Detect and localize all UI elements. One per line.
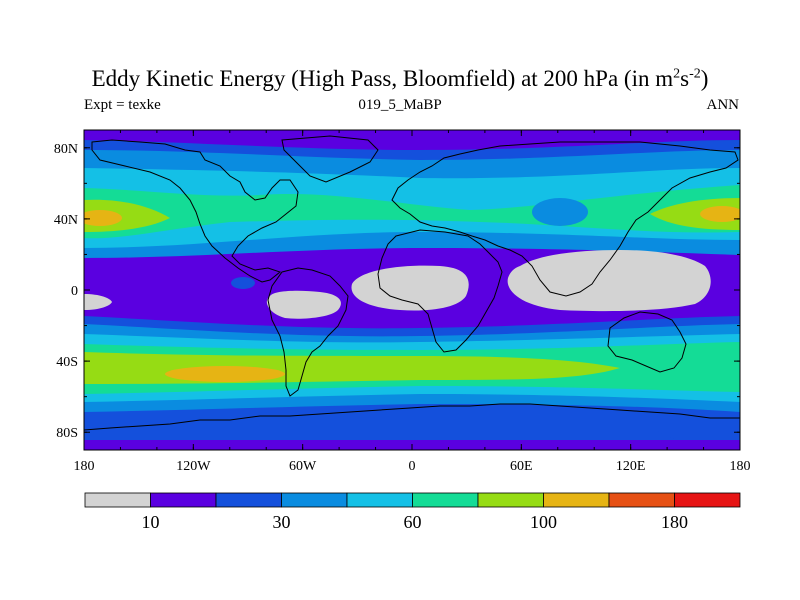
lon-label: 120W [176, 459, 211, 474]
colorbar-swatch [412, 492, 479, 508]
lon-label: 60W [289, 459, 317, 474]
colorbar-swatch [281, 492, 348, 508]
colorbar-swatch [346, 492, 413, 508]
lon-label: 180 [730, 459, 751, 474]
colorbar-swatch [477, 492, 544, 508]
colorbar-label: 30 [273, 512, 291, 532]
colorbar: 10 30 60 100 180 [84, 492, 741, 532]
colorbar-swatch [150, 492, 217, 508]
lat-label: 40N [54, 213, 78, 228]
coastline-africa [377, 229, 503, 353]
colorbar-swatch [608, 492, 675, 508]
colorbar-swatch [215, 492, 282, 508]
colorbar-label: 180 [661, 512, 688, 532]
colorbar-swatch [84, 492, 151, 508]
colorbar-swatch [543, 492, 610, 508]
season-label: ANN [706, 97, 740, 113]
lat-label: 80S [56, 426, 78, 441]
coastline-south-america [267, 267, 349, 397]
coastline-north-america [91, 139, 299, 283]
lon-label: 180 [74, 459, 95, 474]
experiment-label: Expt = texke [84, 97, 161, 113]
coastline-greenland [281, 135, 379, 183]
coastlines [84, 135, 740, 431]
map-axes: 80N 40N 0 40S 80S 180 120W 60W 0 60E 120E 180 [54, 130, 751, 474]
plot-title: Eddy Kinetic Energy (High Pass, Bloomfie… [91, 66, 709, 91]
lon-label: 0 [409, 459, 416, 474]
colorbar-label: 100 [530, 512, 557, 532]
lon-label: 60E [510, 459, 533, 474]
coastline-antarctica [84, 403, 740, 431]
colorbar-label: 10 [142, 512, 160, 532]
colorbar-swatch [674, 492, 741, 508]
colorbar-label: 60 [404, 512, 422, 532]
lat-label: 40S [56, 355, 78, 370]
contour-field [84, 130, 740, 450]
lon-label: 120E [616, 459, 646, 474]
coastline-australia [607, 311, 687, 373]
case-label: 019_5_MaBP [358, 97, 442, 113]
coastline-eurasia [391, 141, 739, 297]
lat-label: 80N [54, 142, 78, 157]
lat-label: 0 [71, 284, 78, 299]
